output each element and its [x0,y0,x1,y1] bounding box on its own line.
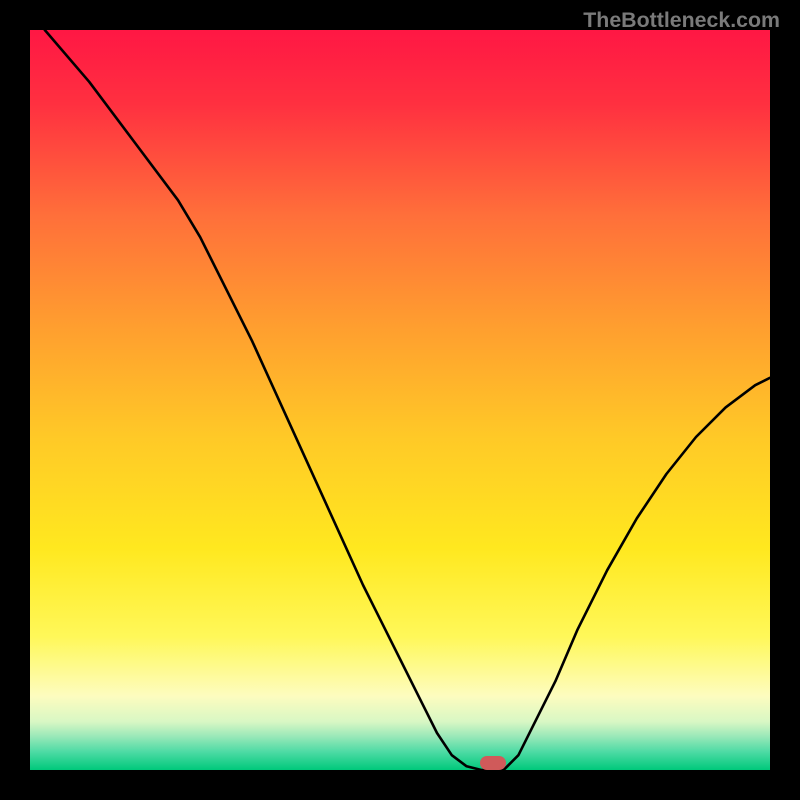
plot-background [30,30,770,770]
watermark-text: TheBottleneck.com [583,8,780,33]
optimal-point-marker [480,756,506,770]
